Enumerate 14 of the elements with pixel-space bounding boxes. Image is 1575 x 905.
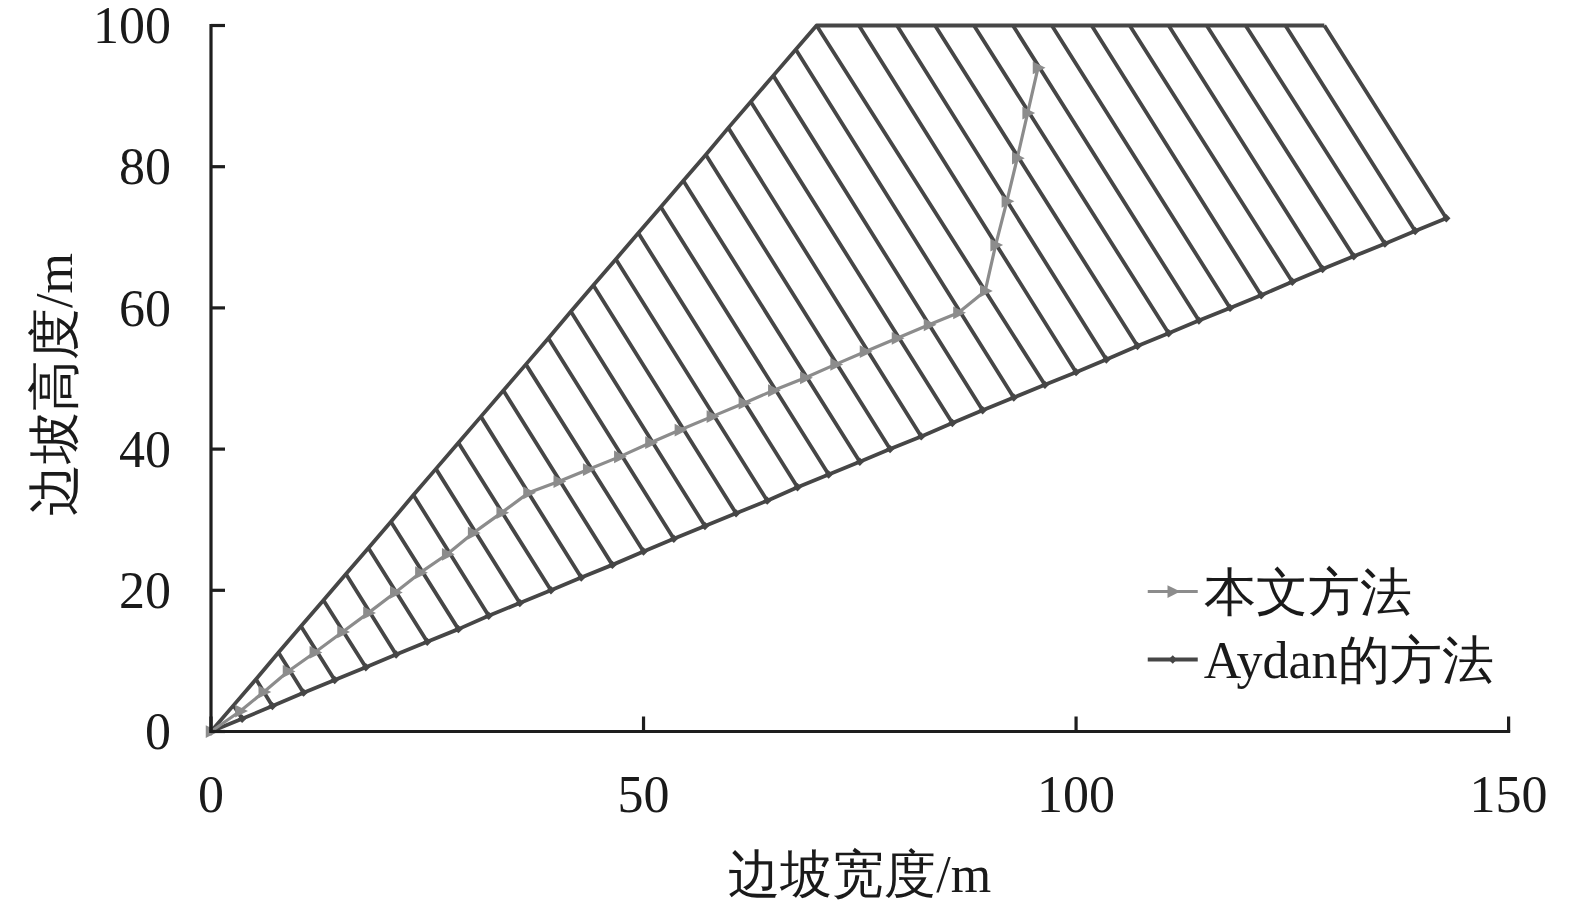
- legend-label: 本文方法: [1203, 564, 1412, 622]
- y-axis-title: 边坡高度/m: [26, 253, 83, 516]
- x-tick-label: 0: [198, 765, 224, 823]
- x-tick-label: 150: [1469, 765, 1548, 823]
- y-tick-label: 60: [119, 279, 171, 337]
- y-tick-label: 80: [119, 138, 171, 196]
- x-tick-label: 50: [617, 765, 670, 823]
- y-tick-label: 20: [119, 561, 171, 619]
- x-axis-title: 边坡宽度/m: [728, 846, 992, 903]
- y-tick-label: 40: [119, 420, 171, 478]
- y-tick-label: 100: [93, 0, 171, 55]
- legend-label: Aydan的方法: [1203, 632, 1494, 690]
- x-tick-label: 100: [1037, 765, 1116, 823]
- y-tick-label: 0: [145, 703, 171, 761]
